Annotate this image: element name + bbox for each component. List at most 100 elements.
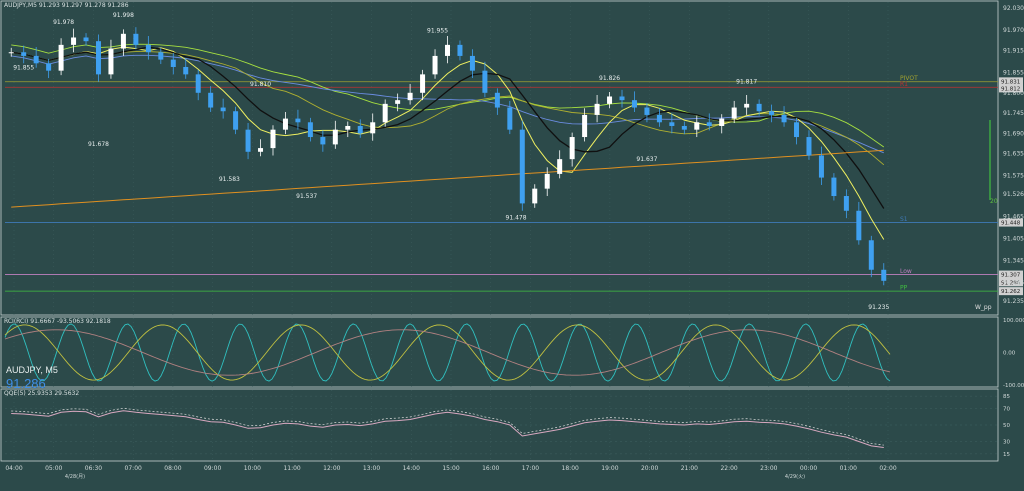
candle-body bbox=[407, 92, 413, 101]
price-label: 91.583 bbox=[219, 176, 240, 183]
time-tick-label: 09:00 bbox=[204, 465, 221, 472]
candle-body bbox=[669, 122, 675, 126]
price-axis[interactable]: 92.030 91.970 91.915 91.855 91.800 91.745 91.6… bbox=[1003, 5, 1024, 305]
candle-body bbox=[295, 118, 301, 123]
rci-tick-label: 100.000 bbox=[1003, 318, 1024, 324]
price-label: 91.235 bbox=[868, 304, 889, 311]
time-tick-label: 23:00 bbox=[760, 465, 777, 472]
time-tick-label: 16:00 bbox=[482, 465, 499, 472]
time-tick-label: 17:00 bbox=[522, 465, 539, 472]
candle-body bbox=[469, 55, 475, 71]
candle-body bbox=[58, 44, 64, 71]
symbol-price: 91.286 bbox=[6, 376, 46, 391]
price-label: 91.826 bbox=[599, 75, 620, 82]
level-label-pp: PP bbox=[900, 285, 908, 292]
candle-body bbox=[208, 92, 214, 108]
candle-body bbox=[482, 70, 488, 93]
candle-body bbox=[794, 122, 800, 138]
candle-body bbox=[220, 107, 226, 112]
candle-body bbox=[21, 52, 27, 56]
candle-body bbox=[644, 107, 650, 115]
candle-body bbox=[594, 103, 600, 115]
main-panel-border bbox=[0, 0, 999, 316]
price-tick-label: 91.235 bbox=[1003, 298, 1024, 305]
twenty-label: 20 bbox=[990, 198, 998, 205]
candle-body bbox=[781, 114, 787, 123]
candle-body bbox=[195, 74, 201, 93]
candle-body bbox=[345, 125, 351, 130]
price-labels: 91.855 91.978 91.998 91.678 91.583 91.810 91.5… bbox=[13, 12, 889, 311]
candle-body bbox=[519, 129, 525, 204]
time-tick-label: 22:00 bbox=[720, 465, 737, 472]
time-tick-label: 00:00 bbox=[800, 465, 817, 472]
qqe-tick-label: 85 bbox=[1003, 394, 1010, 400]
candle-body bbox=[233, 111, 239, 130]
level-label-low: Low bbox=[900, 268, 912, 275]
price-tick-label: 92.030 bbox=[1003, 5, 1024, 12]
candle-body bbox=[831, 177, 837, 197]
time-tick-label: 05:00 bbox=[45, 465, 62, 472]
price-tick-label: 91.635 bbox=[1003, 151, 1024, 158]
rci-panel: 100.000 0.00 -100.000 bbox=[4, 318, 1024, 389]
pivot-levels: PIVOTR1S1LowPP91.83191.81291.44891.30791… bbox=[5, 75, 1023, 311]
candle-body bbox=[756, 103, 762, 112]
price-tick-label: 91.800 bbox=[1003, 90, 1024, 97]
candle-body bbox=[457, 44, 463, 56]
candle-body bbox=[569, 137, 575, 160]
price-tick-label: 91.690 bbox=[1003, 130, 1024, 137]
grid bbox=[0, 0, 999, 462]
candle-body bbox=[507, 107, 513, 130]
candle-body bbox=[71, 37, 77, 45]
candles bbox=[8, 27, 887, 286]
price-label: 91.817 bbox=[736, 79, 757, 86]
time-tick-label: 02:00 bbox=[879, 465, 896, 472]
candle-body bbox=[694, 122, 700, 130]
time-axis[interactable]: 04:00 05:00 06:30 07:00 08:00 09:00 10:00 11:00… bbox=[5, 465, 896, 480]
ma-green-line bbox=[11, 43, 885, 148]
rci-panel-info: RCI(RCI) 91.6667 -93.5063 92.1818 bbox=[4, 318, 111, 325]
qqe-tick-label: 50 bbox=[1003, 423, 1010, 429]
time-tick-label: 21:00 bbox=[681, 465, 698, 472]
price-label: 91.998 bbox=[113, 12, 134, 19]
time-tick-label: 18:00 bbox=[562, 465, 579, 472]
candle-body bbox=[806, 137, 812, 156]
level-tag-text: 91.262 bbox=[1001, 289, 1020, 295]
level-tag-box bbox=[999, 218, 1023, 227]
level-tag-box bbox=[999, 270, 1023, 279]
candle-body bbox=[282, 118, 288, 130]
price-tick-label: 91.526 bbox=[1003, 191, 1024, 198]
candle-body bbox=[108, 48, 114, 75]
ma-black-line bbox=[11, 46, 885, 209]
price-label: 91.537 bbox=[296, 193, 317, 200]
candle-body bbox=[582, 114, 588, 138]
qqe-tick-label: 15 bbox=[1003, 452, 1010, 458]
candle-body bbox=[46, 63, 52, 71]
candle-body bbox=[8, 52, 14, 54]
candle-body bbox=[370, 122, 376, 134]
candle-body bbox=[681, 125, 687, 130]
candle-body bbox=[656, 114, 662, 123]
price-tick-label: 91.915 bbox=[1003, 47, 1024, 54]
candle-body bbox=[33, 55, 39, 64]
candle-body bbox=[432, 55, 438, 75]
price-tick-label: 91.970 bbox=[1003, 27, 1024, 34]
time-tick-label: 10:00 bbox=[244, 465, 261, 472]
candle-body bbox=[95, 41, 101, 75]
candle-body bbox=[557, 159, 563, 174]
candle-body bbox=[332, 129, 338, 145]
date-label: 4/28(月) bbox=[65, 474, 85, 480]
time-tick-label: 01:00 bbox=[840, 465, 857, 472]
candle-body bbox=[544, 173, 550, 189]
price-tick-label: 91.286 bbox=[1003, 279, 1024, 286]
time-tick-label: 06:30 bbox=[85, 465, 102, 472]
level-tag-text: 91.448 bbox=[1001, 221, 1021, 227]
price-tick-label: 91.855 bbox=[1003, 70, 1024, 77]
price-tick-label: 91.745 bbox=[1003, 110, 1024, 117]
candle-body bbox=[607, 96, 613, 104]
candle-body bbox=[868, 240, 874, 270]
candle-body bbox=[532, 188, 538, 204]
candle-body bbox=[382, 103, 388, 123]
price-label: 91.678 bbox=[88, 141, 109, 148]
ma-blue-line bbox=[11, 54, 884, 154]
